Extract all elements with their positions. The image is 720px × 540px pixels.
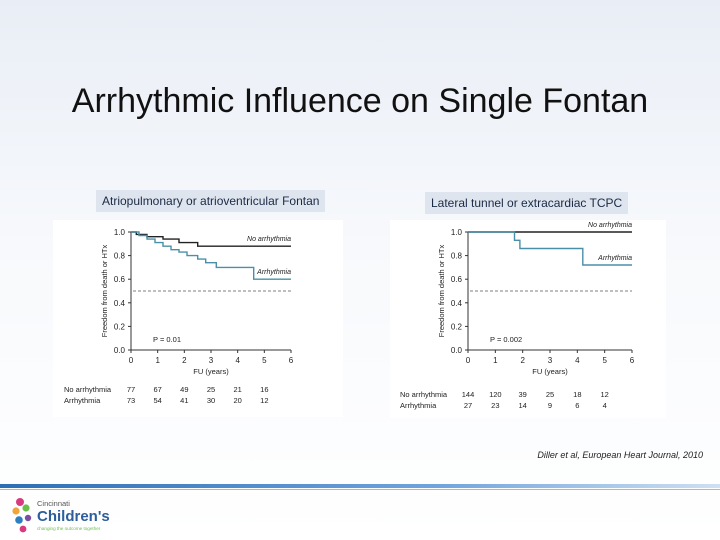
y-tick-label: 0.6 (114, 275, 126, 284)
at-risk-value: 120 (489, 390, 502, 399)
x-tick-label: 5 (602, 356, 607, 365)
at-risk-value: 4 (603, 401, 607, 410)
at-risk-value: 21 (233, 385, 241, 394)
x-axis-label: FU (years) (193, 367, 229, 376)
y-axis-label: Freedom from death or HTx (437, 244, 446, 337)
y-tick-label: 0.6 (451, 275, 463, 284)
y-tick-label: 0.4 (451, 299, 463, 308)
y-tick-label: 0.0 (114, 346, 126, 355)
x-tick-label: 3 (548, 356, 553, 365)
x-tick-label: 0 (129, 356, 134, 365)
x-tick-label: 2 (520, 356, 525, 365)
series-line-arrhythmia (131, 231, 291, 280)
at-risk-row-label: Arrhythmia (64, 396, 101, 405)
y-tick-label: 0.2 (451, 322, 463, 331)
y-axis-label: Freedom from death or HTx (100, 244, 109, 337)
x-tick-label: 6 (630, 356, 635, 365)
logo-tagline: changing the outcome together (37, 526, 101, 531)
at-risk-value: 49 (180, 385, 188, 394)
series-line-arrhythmia (468, 231, 632, 266)
y-tick-label: 1.0 (114, 228, 126, 237)
x-tick-label: 0 (466, 356, 471, 365)
at-risk-value: 20 (233, 396, 241, 405)
at-risk-value: 54 (153, 396, 161, 405)
cincinnati-childrens-logo: Cincinnati Children's changing the outco… (12, 498, 110, 533)
chart-1-panel: 0.0 0.2 0.4 0.6 0.8 1.0 0 1 2 3 4 5 6 FU (years) Freed… (53, 220, 343, 417)
x-tick-label: 5 (262, 356, 267, 365)
y-tick-label: 0.0 (451, 346, 463, 355)
series-label: No arrhythmia (588, 222, 632, 229)
x-tick-label: 4 (575, 356, 580, 365)
at-risk-row-label: No arrhythmia (64, 385, 112, 394)
series-line-no-arrhythmia (131, 231, 291, 247)
slide-title: Arrhythmic Influence on Single Fontan (71, 82, 649, 120)
x-tick-label: 2 (182, 356, 187, 365)
at-risk-value: 16 (260, 385, 268, 394)
y-tick-label: 0.8 (451, 252, 463, 261)
series-label: No arrhythmia (247, 236, 291, 243)
x-tick-label: 4 (235, 356, 240, 365)
at-risk-value: 27 (464, 401, 472, 410)
y-tick-label: 0.2 (114, 322, 126, 331)
p-value-annotation: P = 0.002 (490, 335, 522, 344)
at-risk-value: 6 (575, 401, 579, 410)
at-risk-value: 25 (546, 390, 554, 399)
chart-1-subtitle: Atriopulmonary or atrioventricular Fonta… (96, 190, 326, 212)
chart-2-panel: 0.0 0.2 0.4 0.6 0.8 1.0 0 1 2 3 4 5 6 FU (years) Freed… (390, 220, 666, 418)
at-risk-value: 39 (518, 390, 526, 399)
at-risk-value: 12 (600, 390, 608, 399)
at-risk-value: 144 (462, 390, 475, 399)
y-tick-label: 0.4 (114, 299, 126, 308)
footer-line (0, 489, 720, 490)
at-risk-value: 41 (180, 396, 188, 405)
at-risk-value: 30 (207, 396, 215, 405)
y-tick-label: 1.0 (451, 228, 463, 237)
x-axis-label: FU (years) (532, 367, 568, 376)
x-tick-label: 1 (493, 356, 498, 365)
citation: Diller et al, European Heart Journal, 20… (537, 450, 703, 460)
at-risk-value: 73 (127, 396, 135, 405)
p-value-annotation: P = 0.01 (153, 335, 181, 344)
at-risk-value: 12 (260, 396, 268, 405)
at-risk-row-label: Arrhythmia (400, 401, 437, 410)
at-risk-value: 18 (573, 390, 581, 399)
at-risk-value: 9 (548, 401, 552, 410)
at-risk-row-label: No arrhythmia (400, 390, 448, 399)
series-label: Arrhythmia (256, 269, 291, 276)
chart-2-subtitle: Lateral tunnel or extracardiac TCPC (425, 192, 629, 214)
at-risk-value: 67 (153, 385, 161, 394)
logo-mark-icon (12, 498, 32, 533)
chart-1-svg: 0.00.20.40.60.81.00 1 2 3 4 5 6FU (years)Freed… (64, 228, 294, 405)
x-tick-label: 6 (289, 356, 294, 365)
at-risk-value: 23 (491, 401, 499, 410)
footer-bar (0, 484, 720, 488)
x-tick-label: 1 (155, 356, 160, 365)
logo-line2: Children's (37, 508, 110, 525)
chart-2-svg: 0.00.20.40.60.81.00 1 2 3 4 5 6FU (years)Freed… (400, 222, 635, 410)
at-risk-value: 77 (127, 385, 135, 394)
y-tick-label: 0.8 (114, 252, 126, 261)
at-risk-value: 25 (207, 385, 215, 394)
x-tick-label: 3 (209, 356, 214, 365)
at-risk-value: 14 (518, 401, 526, 410)
series-label: Arrhythmia (597, 255, 632, 262)
logo-line1: Cincinnati (37, 499, 70, 508)
